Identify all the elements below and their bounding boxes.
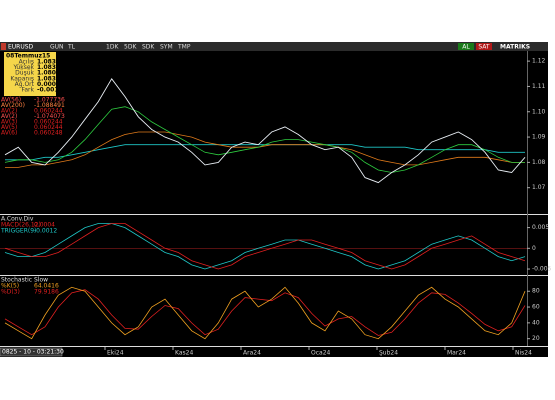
series-line xyxy=(4,106,525,173)
legend-value: 0.060244 xyxy=(34,108,63,115)
y-tick-label: 0.005 xyxy=(532,224,549,231)
legend-value: 0.060244 xyxy=(34,119,63,126)
info-label: Kapanış xyxy=(10,75,34,82)
legend-value: -1.088491 xyxy=(34,102,65,109)
y-tick-label: 1.11 xyxy=(532,83,546,90)
y-tick-label: -0.005 xyxy=(532,266,552,273)
symbol[interactable]: EURUSD xyxy=(8,44,34,51)
toolbar-button[interactable]: SDK xyxy=(142,44,155,51)
toolbar-button[interactable]: TMP xyxy=(177,44,191,51)
toolbar-button[interactable]: 1DK xyxy=(106,44,119,51)
y-tick-label: 1.10 xyxy=(532,108,546,115)
legend-name: %K(5) xyxy=(1,283,19,290)
info-date: 08Temmuz15 xyxy=(6,53,50,60)
info-value: 0.0000 xyxy=(37,81,60,88)
y-tick-label: 1.07 xyxy=(532,184,546,191)
series-line xyxy=(4,223,526,270)
info-label: Açılış xyxy=(19,59,34,66)
y-tick-label: 20 xyxy=(532,335,540,342)
y-tick-label: 1.08 xyxy=(532,159,546,166)
sell-label[interactable]: SAT xyxy=(478,44,490,51)
cursor-time: 0825 - 10 - 03:21:30 xyxy=(2,349,64,356)
legend-value: -1.077736 xyxy=(34,97,65,104)
chart-window xyxy=(0,42,548,357)
legend-value: -0.0012 xyxy=(34,228,57,235)
series-line xyxy=(4,77,526,184)
info-label: Fark xyxy=(21,87,34,94)
legend-name: MACD(26,12) xyxy=(1,222,41,229)
info-value: -0.0015 xyxy=(37,87,63,94)
info-value: 1.0834 xyxy=(37,59,60,66)
panel-title: A.Conv.Div xyxy=(1,216,34,223)
legend-value: 79.9186 xyxy=(34,289,59,296)
legend-value: 0.0004 xyxy=(34,222,55,229)
legend-name: %D(3) xyxy=(1,289,20,296)
toolbar xyxy=(0,42,548,51)
info-value: 1.0805 xyxy=(37,70,60,77)
legend-name: AV(200) xyxy=(1,102,25,109)
legend-value: -1.074073 xyxy=(34,113,65,120)
cursor-box xyxy=(0,347,63,357)
y-tick-label: 80 xyxy=(532,288,540,295)
legend-value: 0.060244 xyxy=(34,124,63,131)
legend-name: AV(2) xyxy=(1,113,17,120)
panel-title: Stochastic Slow xyxy=(1,277,48,284)
y-tick-label: 1.12 xyxy=(532,58,546,65)
legend-value: 64.0416 xyxy=(34,283,59,290)
time-label: Mar24 xyxy=(447,350,466,357)
toolbar-button[interactable]: 5DK xyxy=(124,44,137,51)
legend-name: AV(6) xyxy=(1,130,17,137)
legend-name: AV(2) xyxy=(1,108,17,115)
y-tick-label: 1.09 xyxy=(532,134,546,141)
info-box xyxy=(4,52,56,96)
info-label: Ağ.Ort xyxy=(15,81,35,88)
legend-name: AV(56) xyxy=(1,97,21,104)
y-tick-label: 60 xyxy=(532,304,540,311)
toolbar-button[interactable]: SYM xyxy=(160,44,173,51)
toolbar-button[interactable]: TL xyxy=(67,44,76,51)
time-label: Kas24 xyxy=(175,350,193,357)
series-line xyxy=(5,131,525,168)
info-value: 1.0835 xyxy=(37,75,60,82)
time-label: Oca24 xyxy=(311,350,331,357)
time-label: Şub24 xyxy=(379,350,398,357)
info-label: Düşük xyxy=(15,70,34,77)
series-line xyxy=(4,223,526,270)
time-label: Eki24 xyxy=(107,350,124,357)
buy-label[interactable]: AL xyxy=(462,44,470,51)
series-line xyxy=(4,286,526,340)
time-label: Nis24 xyxy=(515,350,532,357)
legend-value: 0.060248 xyxy=(34,130,63,137)
legend-name: TRIGGER(9) xyxy=(0,228,36,235)
y-tick-label: 0 xyxy=(532,245,536,252)
y-tick-label: 40 xyxy=(532,319,540,326)
info-value: 1.0833 xyxy=(37,64,60,71)
symbol-icon xyxy=(1,43,6,50)
buy-button[interactable] xyxy=(458,43,474,50)
legend-name: AV(5) xyxy=(1,124,17,131)
toolbar-button[interactable]: GUN xyxy=(50,44,64,51)
info-label: Yüksek xyxy=(12,64,34,71)
time-label: Ara24 xyxy=(243,350,261,357)
sell-button[interactable] xyxy=(476,43,492,50)
legend-name: AV(3) xyxy=(1,119,17,126)
brand: MATRIKS xyxy=(500,44,530,51)
